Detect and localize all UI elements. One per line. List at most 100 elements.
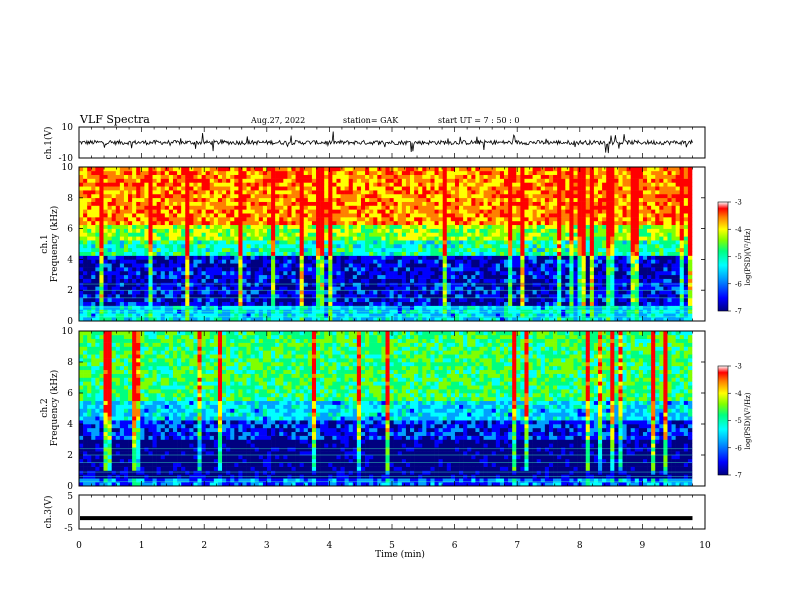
spectrogram-cell: [254, 267, 260, 272]
spectrogram-cell: [524, 313, 529, 318]
spectrogram-cell: [136, 209, 141, 214]
spectrogram-cell: [369, 247, 374, 252]
spectrogram-cell: [459, 190, 464, 195]
spectrogram-cell: [79, 247, 84, 252]
spectrogram-cell: [381, 305, 386, 310]
spectrogram-cell: [548, 282, 554, 287]
spectrogram-cell: [495, 286, 501, 291]
spectrogram-cell: [561, 294, 566, 299]
spectrogram-cell: [504, 201, 509, 206]
spectrogram-cell: [172, 236, 178, 241]
spectrogram-cell: [119, 224, 125, 229]
spectrogram-cell: [246, 236, 251, 241]
spectrogram-cell: [246, 232, 251, 237]
spectrogram-cell: [209, 255, 215, 260]
spectrogram-cell: [328, 201, 333, 206]
spectrogram-cell: [483, 317, 488, 322]
spectrogram-cell: [164, 240, 170, 245]
spectrogram-cell: [148, 201, 153, 206]
spectrogram-cell: [553, 167, 558, 172]
spectrogram-cell: [258, 201, 264, 206]
spectrogram-cell: [238, 305, 243, 310]
spectrogram-cell: [536, 236, 542, 241]
spectrogram-cell: [107, 193, 112, 199]
spectrogram-cell: [213, 274, 219, 279]
spectrogram-cell: [144, 313, 149, 318]
spectrogram-cell: [565, 232, 570, 237]
spectrogram-cell: [311, 174, 317, 179]
spectrogram-cell: [544, 182, 550, 187]
spectrogram-cell: [536, 282, 542, 287]
spectrogram-cell: [520, 240, 525, 245]
spectrogram-cell: [495, 178, 501, 183]
spectrogram-cell: [111, 201, 117, 206]
spectrogram-cell: [373, 228, 378, 233]
spectrogram-cell: [136, 170, 141, 175]
spectrogram-cell: [410, 297, 415, 303]
spectrogram-cell: [201, 270, 206, 276]
spectrogram-cell: [393, 305, 399, 310]
spectrogram-cell: [87, 263, 92, 268]
spectrogram-cell: [365, 205, 370, 210]
spectrogram-cell: [311, 213, 317, 218]
spectrogram-cell: [250, 217, 256, 222]
spectrogram-cell: [467, 232, 472, 237]
spectrogram-cell: [316, 251, 321, 256]
spectrogram-cell: [156, 193, 162, 199]
spectrogram-cell: [348, 255, 354, 260]
spectrogram-cell: [385, 267, 390, 272]
spectrogram-cell: [324, 209, 329, 214]
spectrogram-cell: [152, 282, 157, 287]
spectrogram-cell: [487, 313, 493, 318]
spectrogram-cell: [573, 247, 578, 252]
spectrogram-cell: [475, 182, 480, 187]
spectrogram-cell: [557, 217, 562, 222]
spectrogram-cell: [95, 178, 100, 183]
spectrogram-cell: [336, 301, 341, 306]
spectrogram-cell: [434, 232, 439, 237]
spectrogram-cell: [128, 274, 133, 279]
spectrogram-cell: [123, 251, 129, 256]
spectrogram-cell: [217, 201, 223, 206]
spectrogram-cell: [128, 167, 133, 172]
spectrogram-cell: [553, 236, 558, 241]
spectrogram-cell: [258, 278, 264, 283]
spectrogram-cell: [152, 278, 157, 283]
spectrogram-cell: [516, 182, 521, 187]
spectrogram-cell: [226, 236, 231, 241]
spectrogram-cell: [279, 232, 284, 237]
spectrogram-cell: [573, 259, 578, 264]
spectrogram-cell: [495, 282, 501, 287]
spectrogram-cell: [242, 186, 247, 191]
spectrogram-cell: [471, 290, 476, 295]
spectrogram-cell: [434, 201, 439, 206]
spectrogram-cell: [136, 224, 141, 229]
spectrogram-cell: [152, 182, 157, 187]
spectrogram-cell: [320, 186, 325, 191]
spectrogram-cell: [569, 244, 574, 249]
spectrogram-cell: [495, 317, 501, 322]
spectrogram-cell: [377, 232, 382, 237]
spectrogram-cell: [226, 282, 231, 287]
spectrogram-cell: [193, 297, 198, 303]
spectrogram-cell: [512, 286, 517, 291]
spectrogram-cell: [356, 205, 362, 210]
spectrogram-cell: [442, 255, 448, 260]
spectrogram-cell: [520, 170, 525, 175]
spectrogram-cell: [197, 220, 202, 226]
spectrogram-cell: [340, 186, 345, 191]
spectrogram-cell: [438, 259, 444, 264]
spectrogram-cell: [230, 282, 235, 287]
spectrogram-cell: [172, 251, 178, 256]
spectrogram-cell: [569, 217, 574, 222]
spectrogram-cell: [557, 197, 562, 202]
spectrogram-cell: [360, 267, 366, 272]
spectrogram-cell: [442, 282, 448, 287]
spectrogram-cell: [222, 282, 227, 287]
spectrogram-cell: [450, 197, 456, 202]
spectrogram-cell: [299, 294, 305, 299]
spectrogram-cell: [128, 305, 133, 310]
spectrogram-cell: [508, 217, 513, 222]
spectrogram-cell: [561, 259, 566, 264]
spectrogram-cell: [483, 220, 488, 226]
